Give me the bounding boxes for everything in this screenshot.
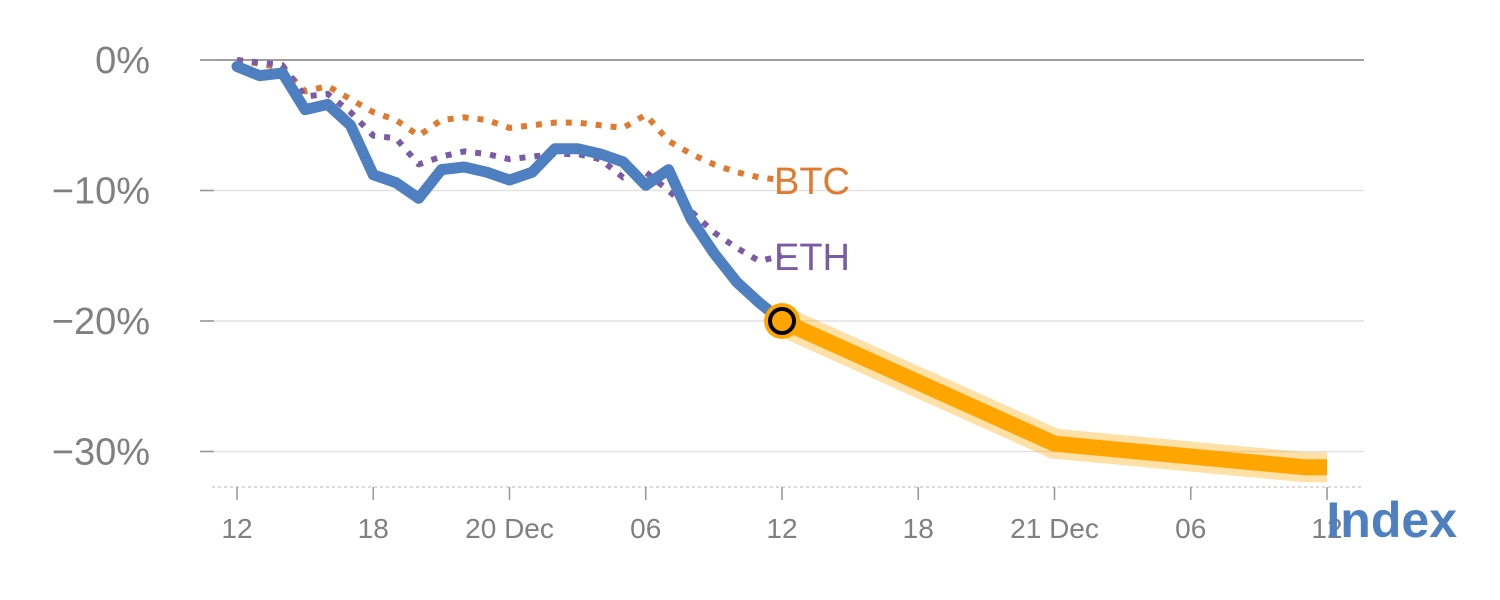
- index-label: Index: [1326, 492, 1457, 548]
- x-tick-label: 12: [1311, 513, 1342, 544]
- y-tick-label: −30%: [52, 432, 150, 474]
- x-tick-label: 18: [903, 513, 934, 544]
- btc-label: BTC: [774, 161, 850, 203]
- x-tick-label: 06: [1175, 513, 1206, 544]
- index-projection-line: [778, 313, 1327, 476]
- x-tick-label: 20 Dec: [465, 513, 554, 544]
- x-tick-label: 12: [221, 513, 252, 544]
- eth-line: [236, 57, 783, 264]
- y-tick-label: −20%: [52, 301, 150, 343]
- x-tick-label: 06: [630, 513, 661, 544]
- y-tick-label: −10%: [52, 171, 150, 213]
- x-tick-label: 18: [358, 513, 389, 544]
- index-line: [231, 61, 788, 327]
- x-tick-label: 12: [766, 513, 797, 544]
- x-tick-label: 21 Dec: [1010, 513, 1099, 544]
- y-tick-label: 0%: [95, 40, 150, 82]
- eth-label: ETH: [774, 237, 850, 279]
- btc-line: [236, 57, 783, 184]
- index-end-marker: [768, 307, 796, 335]
